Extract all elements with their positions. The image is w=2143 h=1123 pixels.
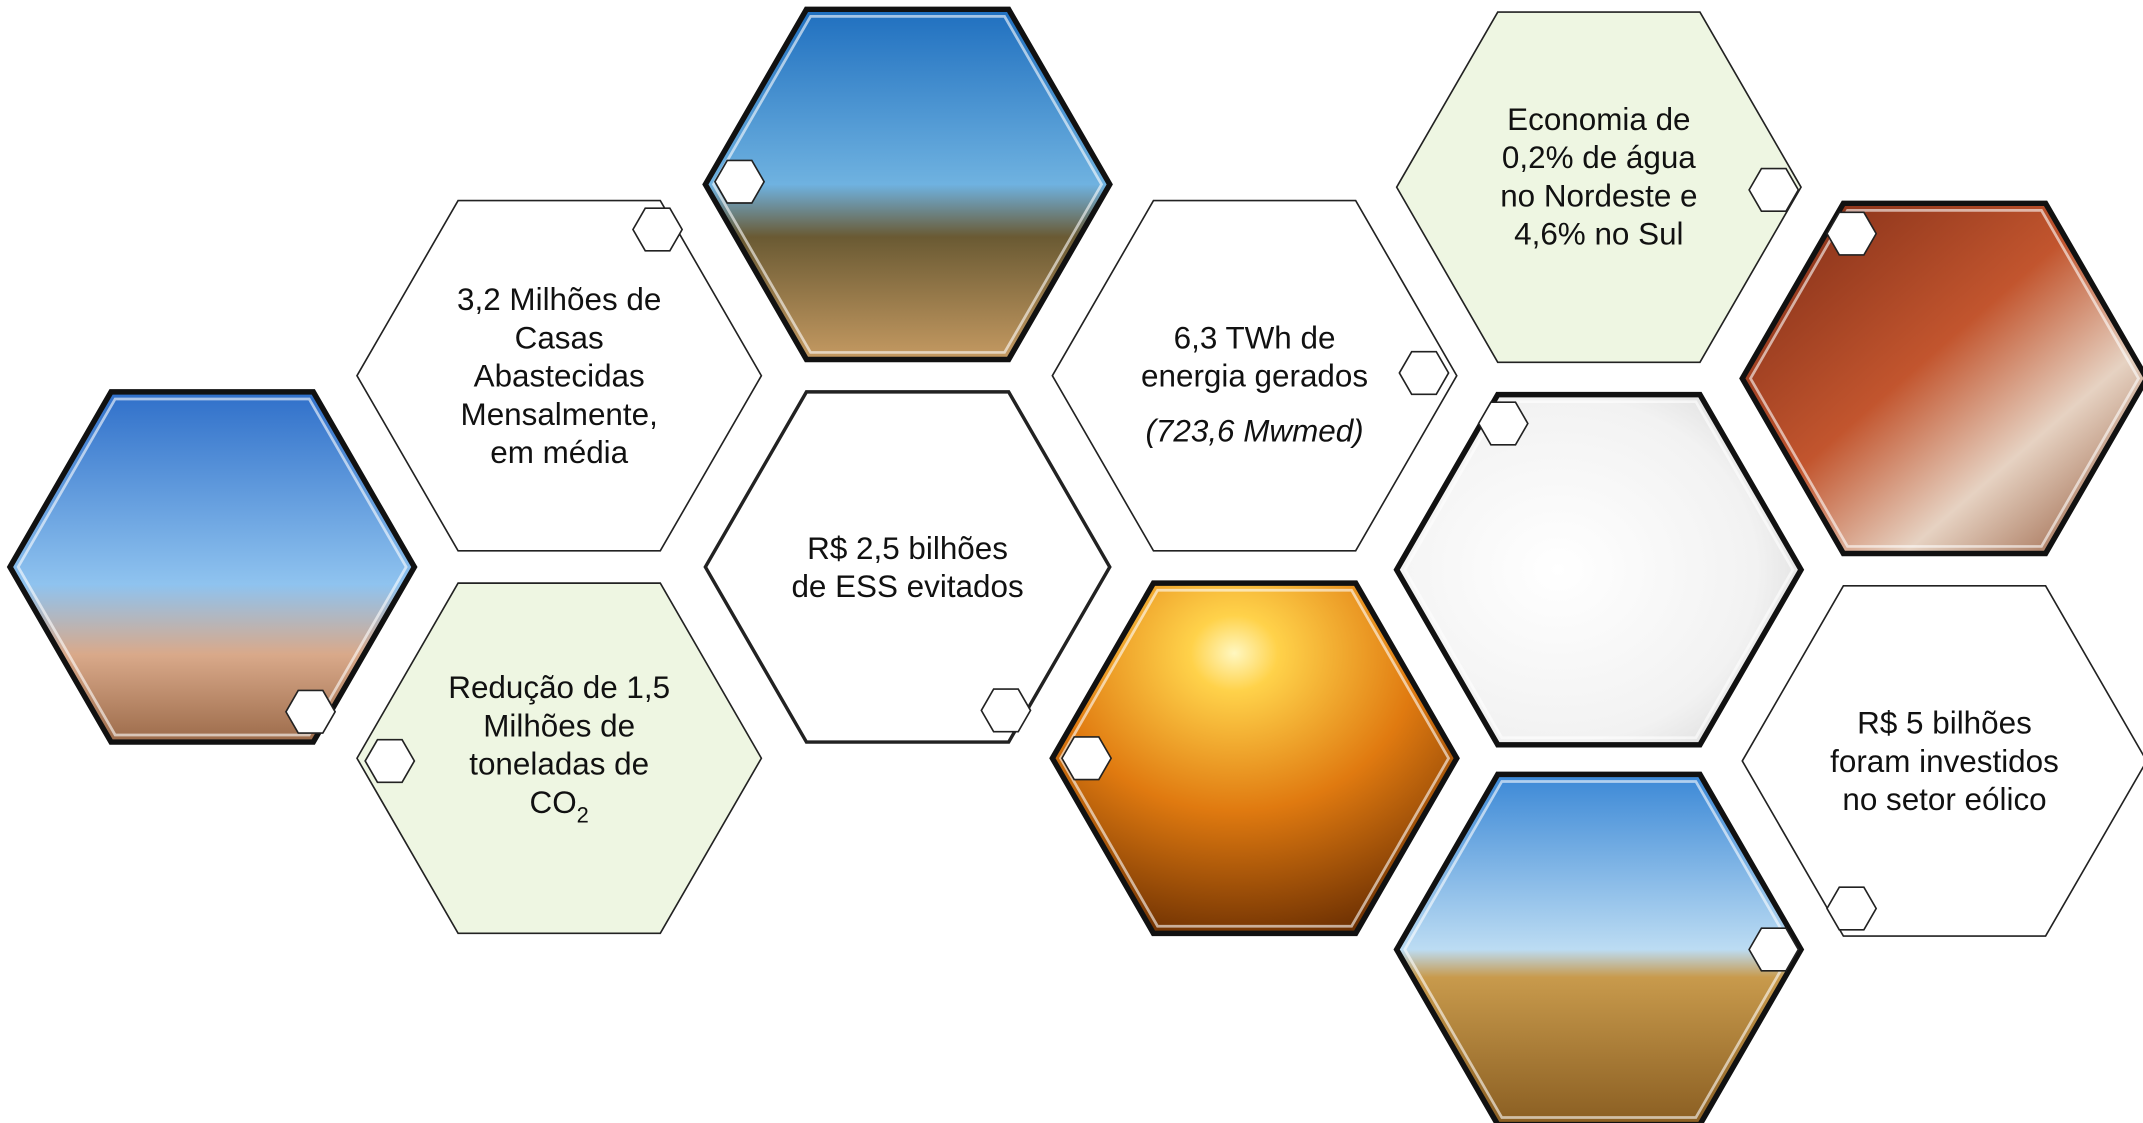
photo-hexagon [705, 9, 1109, 359]
cell-text-line: R$ 5 bilhões [1857, 706, 2032, 741]
page: 3,2 Milhões deCasas AbastecidasMensalment… [0, 0, 2143, 1123]
cell-text-line: no Nordeste e [1500, 178, 1697, 213]
cell-subscript: 2 [577, 802, 589, 827]
cell-text-line: Mensalmente, [461, 397, 658, 432]
cell-text-line: energia gerados [1141, 359, 1368, 394]
cell-text-line: Economia de [1507, 102, 1690, 137]
cell-text: CO [530, 785, 577, 820]
text-hexagon [705, 392, 1109, 742]
cell-text-line: foram investidos [1830, 744, 2059, 779]
cell-text-line: no setor eólico [1842, 782, 2046, 817]
cell-text-line: 6,3 TWh de [1174, 320, 1336, 355]
cell-text-line: em média [490, 435, 628, 470]
cell-text-line: 4,6% no Sul [1514, 217, 1683, 252]
cell-text-line: Casas [515, 320, 604, 355]
hexagon-infographic: 3,2 Milhões deCasas AbastecidasMensalment… [0, 0, 2143, 1123]
cell-text-line: Abastecidas [474, 359, 645, 394]
photo-hexagon [1397, 395, 1801, 745]
photo-hexagon [1397, 774, 1801, 1123]
cell-text: (723,6 Mwmed) [1145, 413, 1363, 448]
cell-text-line: Redução de 1,5 [448, 670, 670, 705]
photo-hexagon [10, 392, 414, 742]
cell-text-line: Milhões de [483, 708, 635, 743]
photo-hexagon [1052, 583, 1456, 933]
cell-text-line: 3,2 Milhões de [457, 282, 661, 317]
cell-text-line: 0,2% de água [1502, 140, 1696, 175]
cell-text-line: toneladas de [469, 747, 649, 782]
photo-hexagon [1742, 203, 2143, 553]
cell-text-line: (723,6 Mwmed) [1145, 413, 1363, 448]
cell-text-line: de ESS evitados [791, 569, 1023, 604]
cell-text-line: R$ 2,5 bilhões [807, 531, 1008, 566]
